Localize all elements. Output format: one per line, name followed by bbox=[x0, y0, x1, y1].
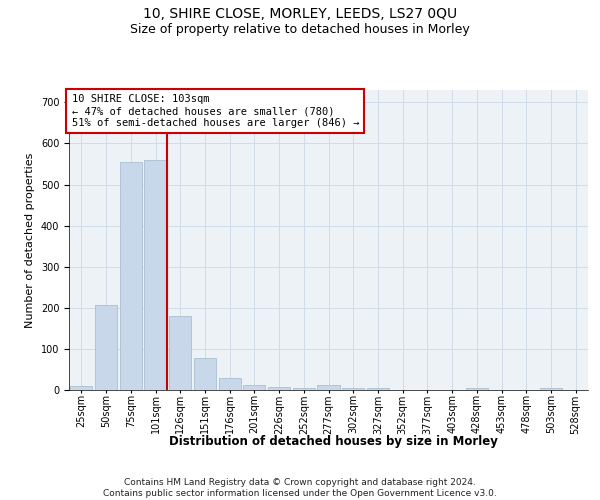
Text: 10, SHIRE CLOSE, MORLEY, LEEDS, LS27 0QU: 10, SHIRE CLOSE, MORLEY, LEEDS, LS27 0QU bbox=[143, 8, 457, 22]
Bar bbox=[145, 160, 167, 390]
Bar bbox=[169, 316, 191, 390]
Bar bbox=[293, 388, 315, 390]
Bar bbox=[367, 388, 389, 390]
Bar bbox=[194, 358, 216, 390]
Text: 10 SHIRE CLOSE: 103sqm
← 47% of detached houses are smaller (780)
51% of semi-de: 10 SHIRE CLOSE: 103sqm ← 47% of detached… bbox=[71, 94, 359, 128]
Bar bbox=[342, 388, 364, 390]
Bar bbox=[243, 385, 265, 390]
Bar bbox=[218, 378, 241, 390]
Bar bbox=[540, 388, 562, 390]
Bar bbox=[95, 305, 117, 390]
Bar bbox=[466, 388, 488, 390]
Y-axis label: Number of detached properties: Number of detached properties bbox=[25, 152, 35, 328]
Text: Contains HM Land Registry data © Crown copyright and database right 2024.
Contai: Contains HM Land Registry data © Crown c… bbox=[103, 478, 497, 498]
Bar bbox=[268, 387, 290, 390]
Text: Distribution of detached houses by size in Morley: Distribution of detached houses by size … bbox=[169, 434, 497, 448]
Bar bbox=[317, 385, 340, 390]
Bar bbox=[119, 162, 142, 390]
Text: Size of property relative to detached houses in Morley: Size of property relative to detached ho… bbox=[130, 22, 470, 36]
Bar bbox=[70, 386, 92, 390]
